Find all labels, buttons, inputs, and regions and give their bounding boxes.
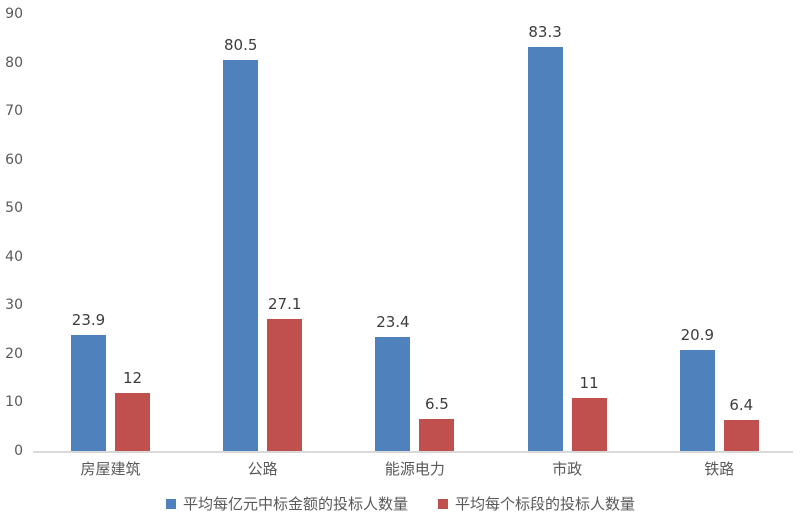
data-label: 23.9	[71, 310, 106, 329]
y-axis-label: 0	[14, 443, 23, 459]
data-label: 23.4	[376, 313, 410, 332]
y-axis-label: 30	[5, 297, 23, 314]
data-label: 80.5	[223, 36, 258, 55]
y-axis-label: 40	[5, 248, 23, 265]
category-label: 房屋建筑	[80, 460, 141, 478]
y-axis-label: 50	[5, 200, 23, 217]
category-label: 能源电力	[384, 460, 445, 478]
y-axis-label: 20	[5, 345, 23, 362]
data-label: 6.5	[424, 395, 449, 414]
data-label: 11	[579, 373, 599, 392]
legend-label-series2: 平均每个标段的投标人数量	[455, 495, 636, 513]
data-label: 83.3	[528, 22, 562, 41]
legend-swatch-blue-icon	[165, 499, 176, 509]
y-axis-label: 70	[5, 103, 23, 120]
y-axis-label: 90	[5, 6, 23, 22]
bar-series1-5	[679, 349, 715, 451]
bar-series2-2	[267, 319, 303, 451]
y-axis-label: 60	[5, 151, 23, 168]
category-label: 公路	[247, 460, 278, 478]
bar-series2-3	[419, 419, 455, 451]
data-label: 20.9	[680, 325, 714, 344]
bar-series1-4	[527, 46, 563, 451]
bar-series1-3	[375, 337, 411, 451]
bar-series1-1	[71, 334, 106, 451]
y-axis-label: 80	[5, 54, 23, 71]
data-label: 6.4	[729, 395, 754, 414]
legend-item-series1: 平均每亿元中标金额的投标人数量	[165, 494, 408, 514]
category-label: 铁路	[704, 460, 735, 478]
x-axis-line	[33, 451, 793, 453]
y-axis-label: 10	[5, 394, 23, 411]
legend: 平均每亿元中标金额的投标人数量 平均每个标段的投标人数量	[0, 494, 801, 514]
bar-series2-4	[571, 397, 607, 451]
bar-series2-1	[115, 392, 150, 451]
bar-series2-5	[723, 419, 759, 451]
category-label: 市政	[552, 460, 583, 478]
legend-item-series2: 平均每个标段的投标人数量	[438, 494, 635, 514]
bar-series1-2	[223, 60, 259, 451]
data-label: 12	[122, 368, 143, 387]
legend-label-series1: 平均每亿元中标金额的投标人数量	[182, 495, 408, 513]
data-label: 27.1	[267, 295, 302, 314]
legend-swatch-red-icon	[438, 499, 448, 509]
